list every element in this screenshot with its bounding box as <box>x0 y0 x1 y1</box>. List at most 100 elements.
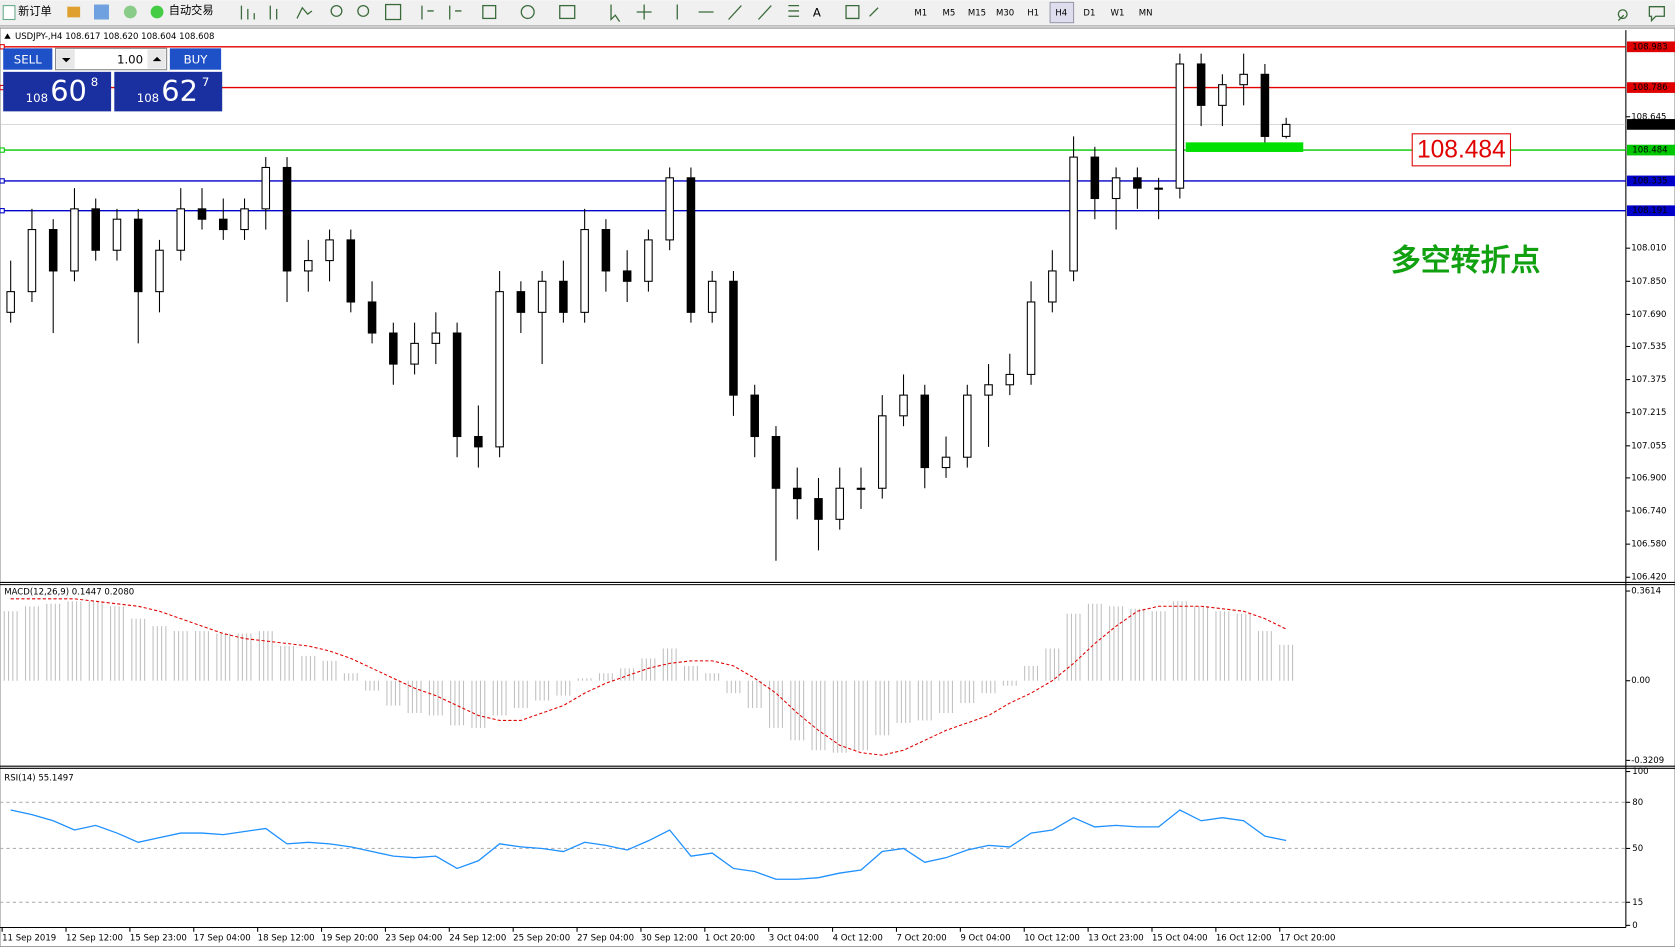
candle-body <box>963 394 972 458</box>
candle-body <box>1175 63 1185 189</box>
price-box <box>1411 133 1512 167</box>
toolbar-icon[interactable] <box>94 4 109 20</box>
timeframe-button[interactable]: W1 <box>1111 9 1125 19</box>
ask-pips: 62 <box>161 74 198 108</box>
candle-body <box>622 270 632 282</box>
sell-label[interactable]: SELL <box>14 53 42 67</box>
x-tick-label: 17 Sep 04:00 <box>194 934 251 944</box>
new-order-icon[interactable] <box>2 5 16 21</box>
timeframe-button[interactable]: H1 <box>1027 9 1039 19</box>
new-order-button[interactable]: 新订单 <box>18 4 52 18</box>
x-tick-label: 13 Oct 23:00 <box>1088 934 1144 944</box>
lots-input[interactable] <box>55 47 168 71</box>
periods-icon[interactable] <box>520 4 535 20</box>
chat-icon[interactable] <box>1648 6 1665 23</box>
line-icon[interactable] <box>296 6 313 19</box>
candle-body <box>1218 84 1227 106</box>
ask-box[interactable] <box>114 71 223 112</box>
current-price-bg <box>1626 119 1675 130</box>
candle-body <box>941 456 951 469</box>
candle-body <box>601 229 611 272</box>
timeframe-button[interactable]: M15 <box>968 9 986 19</box>
bid-pips: 60 <box>50 74 87 108</box>
candle-body <box>707 280 717 313</box>
drawing-tools[interactable] <box>676 4 879 20</box>
timeframe-button[interactable]: MN <box>1139 9 1153 19</box>
candle-body <box>452 332 462 438</box>
cursor-icon[interactable] <box>610 4 621 22</box>
timeframe-button[interactable]: M5 <box>943 9 956 19</box>
x-tick-label: 19 Sep 20:00 <box>322 934 379 944</box>
lots-value[interactable]: 1.00 <box>117 53 143 67</box>
timeframe-button[interactable]: M1 <box>914 9 927 19</box>
x-tick-label: 18 Sep 12:00 <box>258 934 315 944</box>
candle-icon[interactable] <box>269 5 278 20</box>
candle-body <box>516 291 526 313</box>
candle-body <box>1281 123 1291 137</box>
level-marker <box>0 208 5 214</box>
candle-body <box>984 384 993 396</box>
candle-body <box>304 260 313 272</box>
x-tick-label: 24 Sep 12:00 <box>449 934 506 944</box>
y-tick-label: 107.690 <box>1631 310 1666 320</box>
crosshair-icon[interactable] <box>636 4 652 20</box>
search-icon[interactable] <box>1617 9 1628 22</box>
y-tick-label: 107.055 <box>1631 441 1666 451</box>
current-price-label: 108.608 <box>1632 120 1667 130</box>
x-tick-label: 4 Oct 12:00 <box>833 934 883 944</box>
level-label-bg <box>1626 144 1675 156</box>
tile-icon[interactable] <box>384 3 402 21</box>
candle-body <box>410 342 419 365</box>
candle-body <box>112 218 122 251</box>
price-box-label: 108.484 <box>1417 136 1506 163</box>
y-tick-label: 15 <box>1632 898 1643 908</box>
bid-box[interactable] <box>3 71 112 112</box>
buy-button[interactable] <box>169 48 222 70</box>
text-tool[interactable]: A <box>813 6 821 20</box>
templates-icon[interactable] <box>559 4 576 20</box>
candle-body <box>644 239 653 282</box>
level-label: 108.335 <box>1632 176 1667 186</box>
bar-chart-icon[interactable] <box>240 5 255 20</box>
candle-body <box>197 208 207 220</box>
timeframe-button[interactable]: H4 <box>1055 9 1067 19</box>
candle-body <box>48 229 58 272</box>
zoom-in-icon[interactable] <box>330 4 343 17</box>
level-label-bg <box>1626 41 1675 53</box>
candle-body <box>70 208 79 272</box>
candle-body <box>155 249 164 293</box>
sell-button[interactable] <box>3 48 53 70</box>
candle-body <box>1239 73 1248 86</box>
candle-body <box>920 394 930 469</box>
auto-trading-icon[interactable] <box>150 5 164 19</box>
level-label-bg <box>1626 82 1675 93</box>
auto-trading-button[interactable]: 自动交易 <box>169 3 214 17</box>
toolbar-icons <box>240 3 1665 23</box>
y-tick-label: 0 <box>1632 921 1637 931</box>
candle-body <box>91 208 100 251</box>
y-tick-label: 106.420 <box>1631 573 1666 583</box>
zoom-out-icon[interactable] <box>357 4 370 17</box>
y-tick-label: 50 <box>1632 844 1643 854</box>
x-tick-label: 27 Sep 04:00 <box>577 934 634 944</box>
timeframe-button[interactable]: D1 <box>1083 9 1095 19</box>
timeframe-button[interactable]: M30 <box>996 9 1014 19</box>
shift-icon[interactable] <box>449 5 462 20</box>
x-tick-label: 15 Oct 04:00 <box>1152 934 1208 944</box>
indicators-icon[interactable] <box>482 4 497 20</box>
y-tick-label: 106.740 <box>1631 507 1666 517</box>
y-tick-label: 108.010 <box>1631 244 1666 254</box>
toolbar-icon[interactable] <box>123 5 137 19</box>
buy-label[interactable]: BUY <box>184 53 209 67</box>
y-tick-label: 107.850 <box>1631 277 1666 287</box>
scroll-icon[interactable] <box>421 5 434 20</box>
candle-body <box>580 229 589 313</box>
y-tick-label: 107.215 <box>1631 408 1666 418</box>
candle-body <box>176 208 186 251</box>
bid-point: 8 <box>91 75 98 89</box>
candle-body <box>1048 270 1057 303</box>
candle-body <box>771 435 781 489</box>
candle-body <box>282 166 292 272</box>
toolbar-icon[interactable] <box>67 6 81 18</box>
